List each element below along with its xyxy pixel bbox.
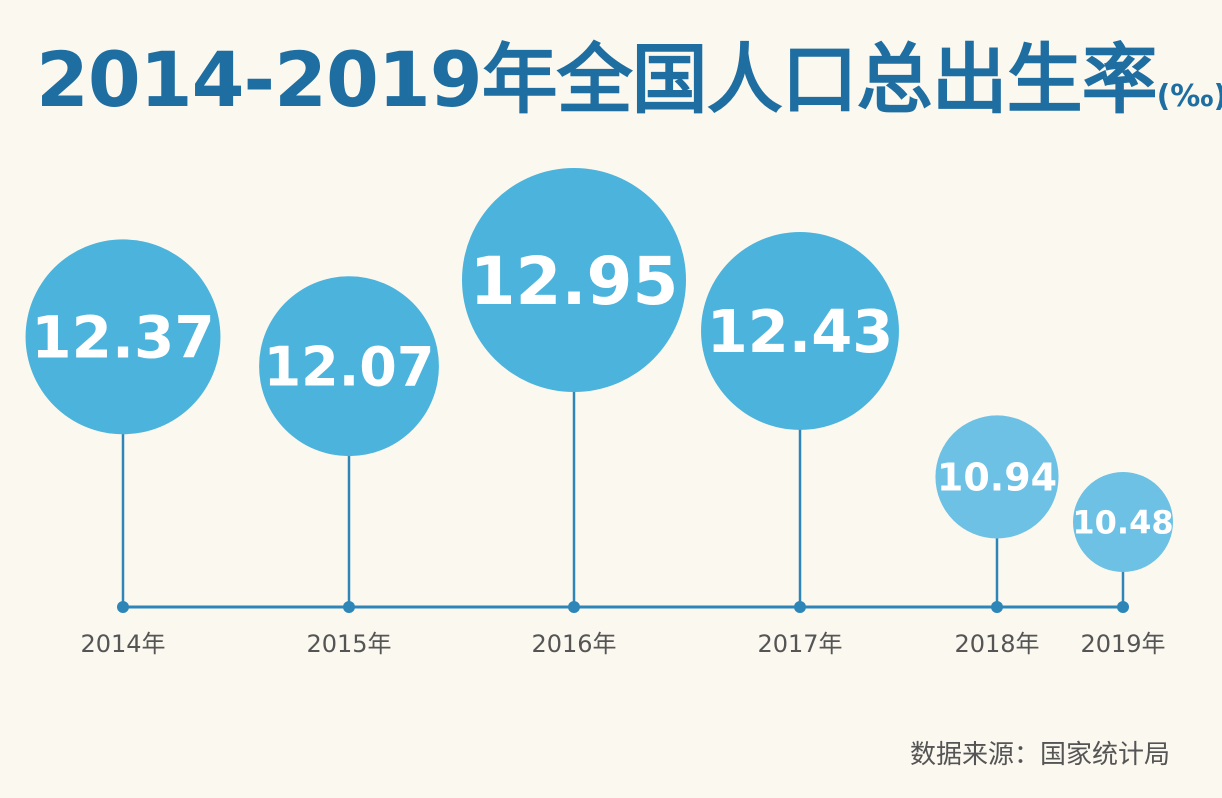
value-label-5: 10.48 [1072,504,1173,542]
value-label-1: 12.07 [264,336,435,399]
axis-dot-2 [568,601,580,613]
x-tick-label-5: 2019年 [1080,630,1165,658]
bubble-3 [701,232,899,430]
x-tick-label-2: 2016年 [531,630,616,658]
axis-dot-3 [794,601,806,613]
x-tick-label-4: 2018年 [954,630,1039,658]
chart-title-block: 2014-2019年全国人口总出生率(‰) [36,18,1222,128]
value-label-3: 12.43 [707,297,894,366]
bubble-5 [1073,472,1173,572]
bubble-4 [935,415,1059,539]
value-label-2: 12.95 [470,243,679,320]
value-label-4: 10.94 [937,456,1057,500]
axis-dot-4 [991,601,1003,613]
chart-title: 2014-2019年全国人口总出生率 [36,35,1158,124]
x-tick-label-3: 2017年 [757,630,842,658]
axis-dot-0 [117,601,129,613]
chart-unit: (‰) [1156,79,1222,114]
x-tick-label-0: 2014年 [80,630,165,658]
bubble-0 [25,239,221,435]
axis-dot-1 [343,601,355,613]
bubble-1 [259,276,439,457]
data-source: 数据来源：国家统计局 [909,740,1170,770]
axis-dot-5 [1117,601,1129,613]
value-label-0: 12.37 [31,304,214,372]
bubble-2 [462,168,686,392]
x-tick-label-1: 2015年 [306,630,391,658]
